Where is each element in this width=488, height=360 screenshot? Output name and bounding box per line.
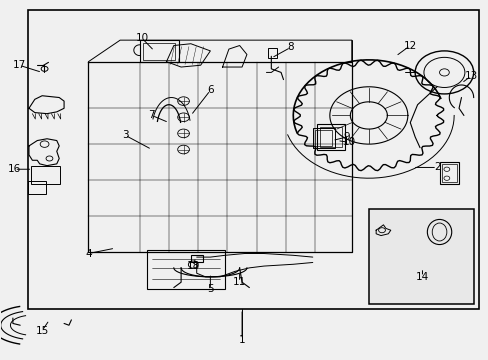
Bar	[441, 164, 456, 182]
Bar	[147, 250, 224, 289]
Text: 15: 15	[36, 325, 49, 336]
Text: 8: 8	[287, 42, 294, 52]
Bar	[31, 166, 60, 184]
Text: 10: 10	[135, 33, 148, 43]
Text: 9: 9	[343, 132, 349, 142]
Text: 12: 12	[403, 41, 416, 50]
Bar	[27, 181, 46, 194]
Bar	[319, 127, 341, 147]
Text: 1: 1	[238, 334, 245, 345]
Text: 18: 18	[186, 261, 200, 271]
Bar	[267, 48, 276, 58]
Bar	[439, 162, 458, 184]
Text: 5: 5	[206, 284, 213, 294]
Text: 2: 2	[433, 162, 440, 172]
Bar	[27, 10, 478, 309]
Text: 11: 11	[232, 277, 246, 287]
Text: 3: 3	[122, 130, 128, 140]
Text: 10: 10	[342, 138, 355, 147]
Bar	[368, 209, 473, 304]
Bar	[140, 40, 178, 62]
Bar	[316, 125, 344, 149]
Bar	[143, 42, 175, 60]
Text: 13: 13	[464, 71, 477, 81]
Text: 4: 4	[85, 248, 92, 258]
Text: 16: 16	[8, 164, 21, 174]
Text: 6: 6	[206, 85, 213, 95]
Bar	[312, 128, 334, 148]
Text: 7: 7	[148, 111, 155, 121]
Text: 14: 14	[415, 272, 428, 282]
Bar	[315, 130, 331, 146]
Text: 17: 17	[13, 60, 26, 70]
Bar	[190, 255, 203, 262]
